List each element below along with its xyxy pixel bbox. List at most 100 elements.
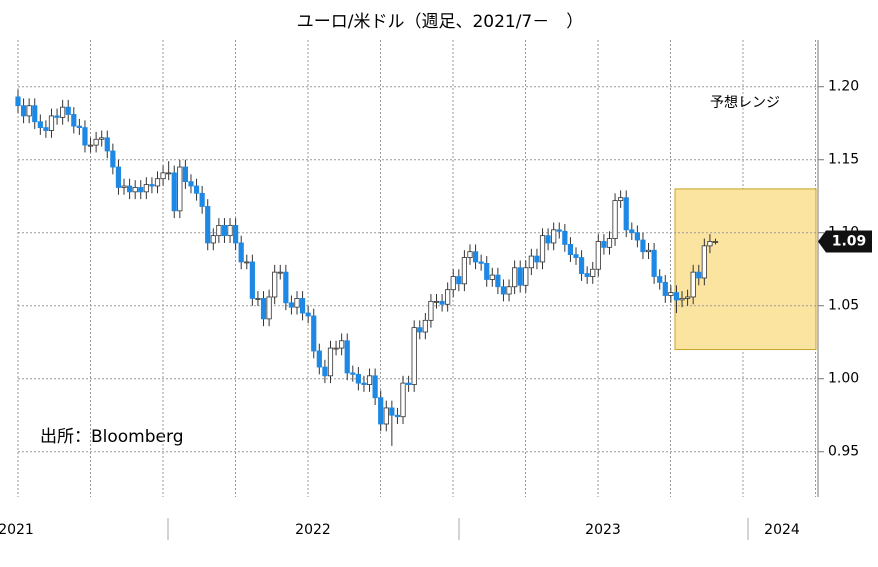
candle-body xyxy=(534,255,540,263)
candle-body xyxy=(506,286,512,295)
candle-body xyxy=(417,327,423,333)
candle-body xyxy=(216,225,222,237)
candle-body xyxy=(199,192,205,207)
candle-body xyxy=(562,230,568,245)
candle-body xyxy=(512,267,518,288)
candle-body xyxy=(489,274,495,280)
candle-body xyxy=(696,271,702,279)
candle-body xyxy=(20,105,27,117)
candle-body xyxy=(394,414,401,418)
candle-body xyxy=(461,257,468,285)
y-tick-label: 1.05 xyxy=(828,298,859,314)
candle-body xyxy=(60,106,66,118)
candle-body xyxy=(221,225,228,237)
forecast-range xyxy=(674,188,817,351)
candle-body xyxy=(595,241,601,270)
candle-body xyxy=(690,271,696,298)
y-tick-label: 1.00 xyxy=(828,371,859,387)
candle-body xyxy=(322,366,328,377)
candle-body xyxy=(43,127,49,131)
candle-body xyxy=(127,185,133,193)
candle-body xyxy=(445,289,451,305)
candle-body xyxy=(15,96,21,107)
candle-body xyxy=(355,373,361,384)
candle-body xyxy=(154,178,161,187)
candle-body xyxy=(601,241,607,248)
candle-body xyxy=(71,114,77,127)
candle-body xyxy=(205,206,211,244)
candle-body xyxy=(311,315,317,352)
y-tick-label: 1.15 xyxy=(828,152,859,168)
candle-body xyxy=(104,137,110,152)
candle-body xyxy=(32,105,38,123)
candle-body xyxy=(166,172,172,175)
candle-body xyxy=(249,261,255,299)
candle-body xyxy=(76,125,82,129)
candle-body xyxy=(389,407,395,416)
candle-body xyxy=(679,298,685,301)
y-tick-label: 0.95 xyxy=(828,444,859,460)
candle-body xyxy=(93,138,99,146)
candle-body xyxy=(618,197,624,202)
last-value-tag xyxy=(818,230,872,253)
candle-body xyxy=(623,197,629,231)
candle-body xyxy=(567,244,574,256)
candle-body xyxy=(182,166,188,183)
candle-body xyxy=(366,375,373,385)
candle-body xyxy=(634,232,640,241)
candle-body xyxy=(149,184,155,187)
candle-body xyxy=(467,251,473,258)
candle-body xyxy=(255,298,261,300)
candle-body xyxy=(590,268,596,277)
candle-body xyxy=(612,200,618,239)
candle-body xyxy=(277,271,283,274)
candle-body xyxy=(478,261,484,264)
candle-body xyxy=(288,302,295,308)
candle-body xyxy=(26,105,32,117)
candle-body xyxy=(316,350,322,368)
candle-body xyxy=(121,185,127,188)
candle-body xyxy=(383,407,389,425)
y-tick-label: 1.20 xyxy=(828,79,859,95)
candle-body xyxy=(210,235,216,244)
candle-body xyxy=(551,229,557,244)
candle-body xyxy=(712,241,719,243)
candle-body xyxy=(260,298,267,320)
candle-body xyxy=(350,372,356,375)
candle-body xyxy=(701,245,707,279)
candle-body xyxy=(456,276,462,285)
x-tick-label: 2024 xyxy=(764,522,800,538)
candle-body xyxy=(573,254,579,258)
candle-body xyxy=(305,312,311,317)
candle-body xyxy=(87,144,94,147)
candle-body xyxy=(238,242,244,263)
candle-body xyxy=(500,286,507,295)
candle-body xyxy=(405,382,412,385)
candle-body xyxy=(132,187,138,193)
candle-body xyxy=(400,382,406,418)
candle-body xyxy=(244,261,250,264)
candle-body xyxy=(411,327,417,385)
candle-body xyxy=(651,249,657,277)
candle-body xyxy=(333,347,339,350)
candle-body xyxy=(361,382,367,385)
candle-body xyxy=(177,166,183,212)
candle-body xyxy=(539,235,546,263)
candle-body xyxy=(378,397,384,425)
candle-body xyxy=(299,298,306,314)
candle-body xyxy=(685,296,691,299)
candle-body xyxy=(523,267,529,286)
candle-body xyxy=(344,340,350,374)
candle-body xyxy=(110,150,116,168)
candle-body xyxy=(115,166,122,188)
candle-body xyxy=(138,187,144,193)
candle-body xyxy=(662,281,668,296)
candle-body xyxy=(82,127,88,146)
candle-body xyxy=(160,172,166,180)
candle-body xyxy=(37,121,43,129)
candle-body xyxy=(707,241,713,247)
candle-body xyxy=(657,276,663,283)
candle-body xyxy=(54,115,60,118)
candle-body xyxy=(171,172,177,212)
